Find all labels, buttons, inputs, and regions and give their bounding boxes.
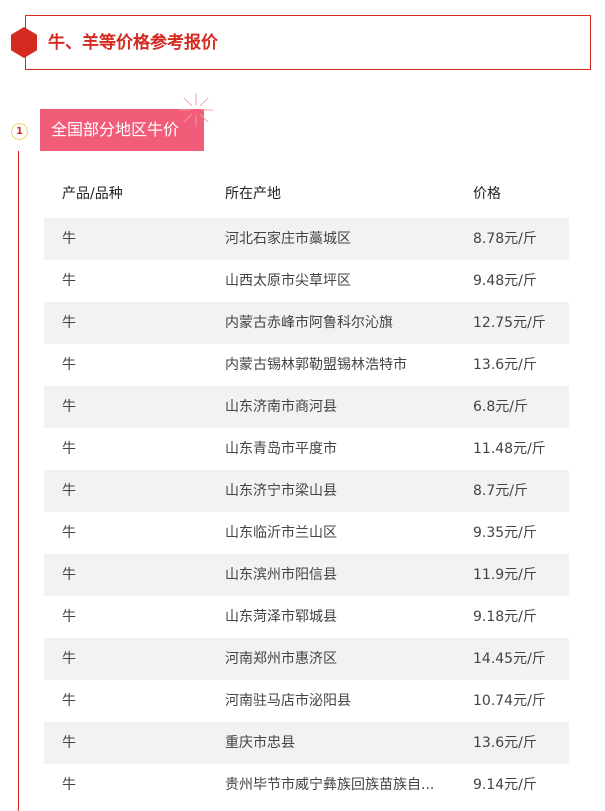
table-row: 牛 内蒙古赤峰市阿鲁科尔沁旗 12.75元/斤 — [44, 302, 569, 344]
page-title: 牛、羊等价格参考报价 — [48, 33, 218, 53]
firework-icon — [179, 93, 213, 127]
column-header-price: 价格 — [473, 186, 501, 202]
cell-price: 12.75元/斤 — [473, 315, 546, 331]
cell-origin: 河南驻马店市泌阳县 — [225, 693, 351, 709]
cell-origin: 重庆市忠县 — [225, 735, 295, 751]
cell-price: 8.7元/斤 — [473, 483, 528, 499]
cell-product: 牛 — [62, 735, 76, 751]
cell-price: 11.48元/斤 — [473, 441, 546, 457]
cell-product: 牛 — [62, 483, 76, 499]
cell-price: 9.18元/斤 — [473, 609, 537, 625]
cell-product: 牛 — [62, 609, 76, 625]
table-row: 牛 山东滨州市阳信县 11.9元/斤 — [44, 554, 569, 596]
table-row: 牛 河南驻马店市泌阳县 10.74元/斤 — [44, 680, 569, 722]
cell-price: 9.35元/斤 — [473, 525, 537, 541]
timeline-line — [18, 151, 19, 811]
table-row: 牛 重庆市忠县 13.6元/斤 — [44, 722, 569, 764]
cell-product: 牛 — [62, 693, 76, 709]
cell-price: 6.8元/斤 — [473, 399, 528, 415]
cell-origin: 河北石家庄市藁城区 — [225, 231, 351, 247]
table-row: 牛 河北石家庄市藁城区 8.78元/斤 — [44, 218, 569, 260]
cell-product: 牛 — [62, 357, 76, 373]
cell-origin: 河南郑州市惠济区 — [225, 651, 337, 667]
cell-origin: 山东临沂市兰山区 — [225, 525, 337, 541]
cell-origin: 山东菏泽市郓城县 — [225, 609, 337, 625]
table-row: 牛 贵州毕节市威宁彝族回族苗族自... 9.14元/斤 — [44, 764, 569, 806]
cell-origin: 内蒙古锡林郭勒盟锡林浩特市 — [225, 357, 407, 373]
cell-price: 10.74元/斤 — [473, 693, 546, 709]
table-row: 牛 山西太原市尖草坪区 9.48元/斤 — [44, 260, 569, 302]
cell-price: 8.78元/斤 — [473, 231, 537, 247]
cell-product: 牛 — [62, 231, 76, 247]
cell-price: 9.14元/斤 — [473, 777, 537, 793]
step-number: 1 — [11, 123, 28, 140]
table-row: 牛 山东济宁市梁山县 8.7元/斤 — [44, 470, 569, 512]
cell-origin: 内蒙古赤峰市阿鲁科尔沁旗 — [225, 315, 393, 331]
hexagon-icon — [11, 27, 37, 58]
cell-product: 牛 — [62, 441, 76, 457]
cell-price: 11.9元/斤 — [473, 567, 537, 583]
cell-product: 牛 — [62, 273, 76, 289]
table-row: 牛 山东临沂市兰山区 9.35元/斤 — [44, 512, 569, 554]
cell-price: 14.45元/斤 — [473, 651, 546, 667]
cell-product: 牛 — [62, 525, 76, 541]
table-row: 牛 内蒙古锡林郭勒盟锡林浩特市 13.6元/斤 — [44, 344, 569, 386]
section-title-badge: 全国部分地区牛价 — [40, 109, 204, 151]
cell-product: 牛 — [62, 399, 76, 415]
column-header-product: 产品/品种 — [62, 186, 123, 202]
cell-origin: 山东济宁市梁山县 — [225, 483, 337, 499]
table-row: 牛 河南郑州市惠济区 14.45元/斤 — [44, 638, 569, 680]
table-row: 牛 山东青岛市平度市 11.48元/斤 — [44, 428, 569, 470]
cell-product: 牛 — [62, 567, 76, 583]
cell-product: 牛 — [62, 651, 76, 667]
cell-origin: 贵州毕节市威宁彝族回族苗族自... — [225, 777, 435, 793]
cell-product: 牛 — [62, 315, 76, 331]
cell-origin: 山东济南市商河县 — [225, 399, 337, 415]
column-header-origin: 所在产地 — [225, 186, 281, 202]
cell-price: 9.48元/斤 — [473, 273, 537, 289]
cell-origin: 山西太原市尖草坪区 — [225, 273, 351, 289]
cell-origin: 山东青岛市平度市 — [225, 441, 337, 457]
cell-origin: 山东滨州市阳信县 — [225, 567, 337, 583]
cell-price: 13.6元/斤 — [473, 735, 537, 751]
cell-product: 牛 — [62, 777, 76, 793]
price-table: 牛河北石家庄市藁城区 8.78元/斤牛山西太原市尖草坪区 9.48元/斤牛内蒙古赤峰… — [44, 218, 569, 806]
table-row: 牛 山东济南市商河县 6.8元/斤 — [44, 386, 569, 428]
cell-price: 13.6元/斤 — [473, 357, 537, 373]
table-row: 牛 山东菏泽市郓城县 9.18元/斤 — [44, 596, 569, 638]
